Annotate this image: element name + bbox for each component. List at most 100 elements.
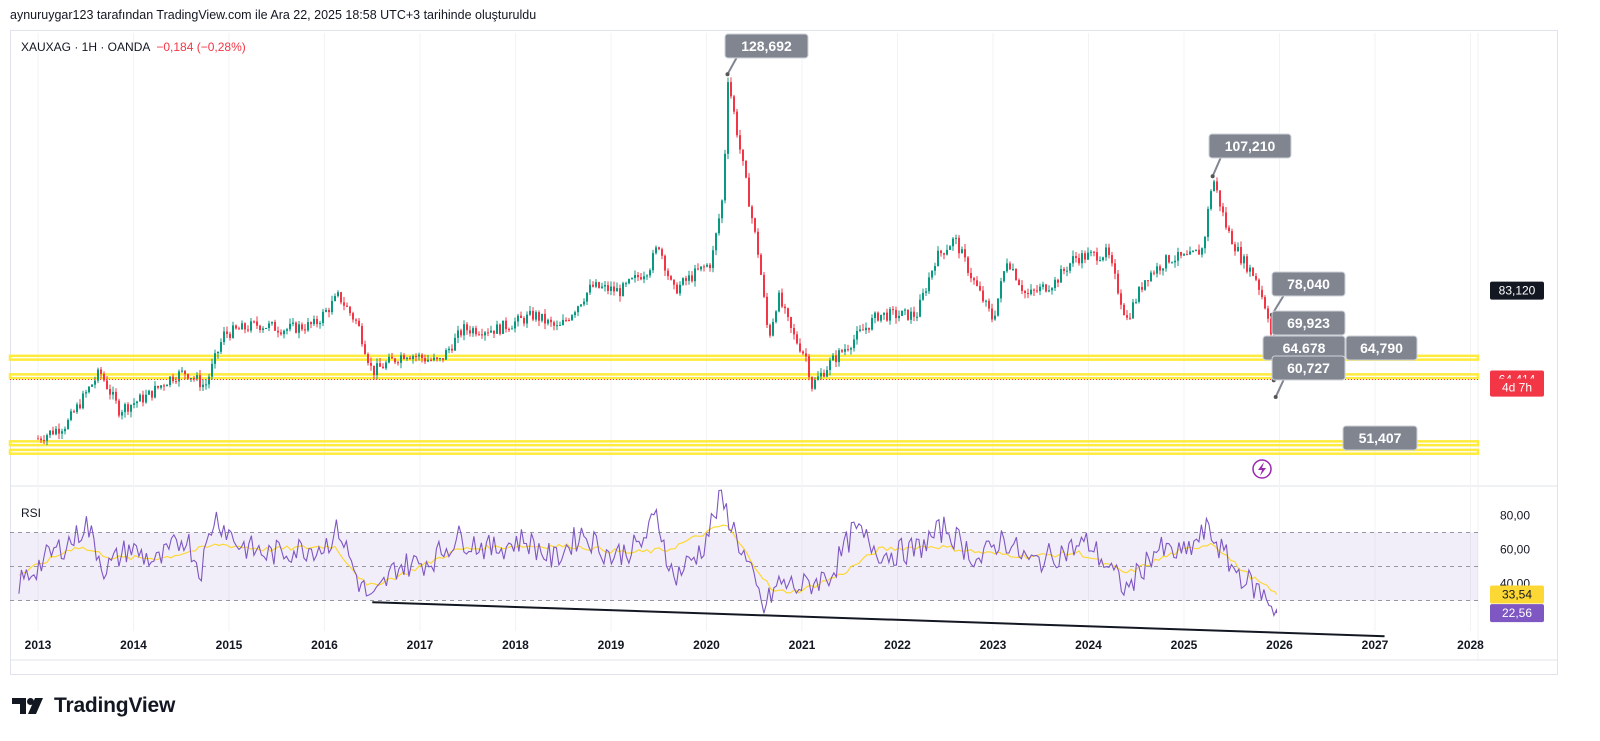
candle-body — [940, 250, 942, 254]
candle-body — [1141, 287, 1143, 290]
candle-body — [892, 309, 894, 311]
candle-body — [295, 322, 297, 333]
candle-body — [529, 310, 531, 315]
candle-body — [454, 337, 456, 351]
candle-body — [694, 268, 696, 282]
candle-body — [1183, 254, 1185, 256]
time-tick-label: 2019 — [598, 638, 625, 652]
rsi-trendline[interactable] — [372, 601, 1385, 638]
candle-body — [52, 430, 54, 435]
candle-body — [244, 323, 246, 330]
candle-body — [559, 324, 561, 326]
candle-body — [1069, 263, 1071, 271]
candle-body — [904, 309, 906, 311]
candle-body — [121, 412, 123, 416]
candle-body — [928, 277, 930, 292]
candle-body — [949, 246, 951, 250]
support-zone[interactable] — [8, 354, 1480, 361]
candle-body — [1105, 247, 1107, 258]
candle-body — [1240, 246, 1242, 264]
candle-body — [601, 286, 603, 288]
candle-body — [985, 300, 987, 302]
price-callout[interactable] — [724, 33, 809, 59]
candle-body — [571, 315, 573, 321]
price-callout[interactable] — [1271, 355, 1346, 381]
candle-body — [772, 321, 774, 336]
tradingview-logo[interactable]: TradingView — [12, 694, 175, 718]
time-tick-label: 2018 — [502, 638, 529, 652]
candle-body — [799, 343, 801, 352]
symbol-legend[interactable]: XAUXAG · 1H · OANDA −0,184 (−0,28%) — [21, 40, 246, 54]
candle-body — [85, 392, 87, 394]
candle-body — [172, 376, 174, 382]
rsi-band-fill — [10, 532, 1478, 601]
candle-body — [484, 332, 486, 336]
price-tag — [1490, 281, 1544, 300]
callout-pointer — [1274, 378, 1285, 398]
candle-body — [118, 400, 120, 416]
candle-body — [532, 310, 534, 320]
candle-body — [769, 324, 771, 336]
candle-body — [895, 309, 897, 319]
candle-body — [502, 320, 504, 334]
rsi-pane-label[interactable]: RSI — [21, 506, 42, 520]
time-tick-label: 2021 — [789, 638, 816, 652]
candle-body — [493, 330, 495, 334]
price-callout-label: 107,210 — [1225, 138, 1276, 154]
price-callout[interactable] — [1342, 425, 1418, 451]
candle-body — [703, 266, 705, 268]
candle-body — [742, 149, 744, 162]
candle-body — [136, 401, 138, 404]
candle-body — [415, 356, 417, 358]
candle-body — [1150, 272, 1152, 281]
candle-body — [724, 153, 726, 201]
candle-body — [316, 318, 318, 325]
candle-body — [1222, 206, 1224, 213]
candle-body — [1033, 289, 1035, 291]
candle-body — [286, 329, 288, 331]
callout-pointer — [1211, 156, 1222, 177]
price-callout[interactable] — [1271, 271, 1346, 297]
price-callout[interactable] — [1271, 310, 1346, 336]
support-zone[interactable] — [8, 373, 1480, 380]
candle-body — [709, 264, 711, 269]
candle-body — [625, 283, 627, 285]
candle-body — [1213, 181, 1215, 192]
candle-body — [922, 292, 924, 300]
candle-body — [229, 333, 231, 338]
candle-body — [634, 275, 636, 279]
candle-body — [736, 111, 738, 136]
candle-body — [679, 284, 681, 294]
alert-lightning-icon[interactable] — [1252, 459, 1272, 479]
candle-body — [328, 309, 330, 313]
candle-body — [565, 319, 567, 321]
candle-body — [70, 411, 72, 420]
candle-body — [448, 348, 450, 351]
candle-body — [379, 363, 381, 367]
candle-body — [955, 237, 957, 239]
support-zone[interactable] — [8, 440, 1480, 447]
price-callout[interactable] — [1345, 335, 1418, 361]
candle-body — [1012, 269, 1014, 271]
candle-body — [478, 334, 480, 336]
candle-body — [391, 356, 393, 359]
candle-body — [832, 355, 834, 361]
candle-body — [226, 331, 228, 334]
candle-body — [1219, 190, 1221, 207]
price-callout[interactable] — [1208, 133, 1292, 159]
candle-body — [967, 257, 969, 273]
time-tick-label: 2024 — [1075, 638, 1102, 652]
candle-body — [526, 314, 528, 324]
candle-body — [1210, 191, 1212, 209]
support-zone[interactable] — [8, 448, 1480, 455]
candle-body — [61, 431, 63, 434]
candle-body — [370, 362, 372, 366]
candle-body — [748, 177, 750, 207]
candle-body — [139, 394, 141, 402]
candle-body — [970, 272, 972, 279]
candle-body — [1006, 263, 1008, 272]
callout-anchor-dot — [1273, 395, 1278, 400]
candle-body — [730, 82, 732, 97]
candle-body — [112, 391, 114, 395]
